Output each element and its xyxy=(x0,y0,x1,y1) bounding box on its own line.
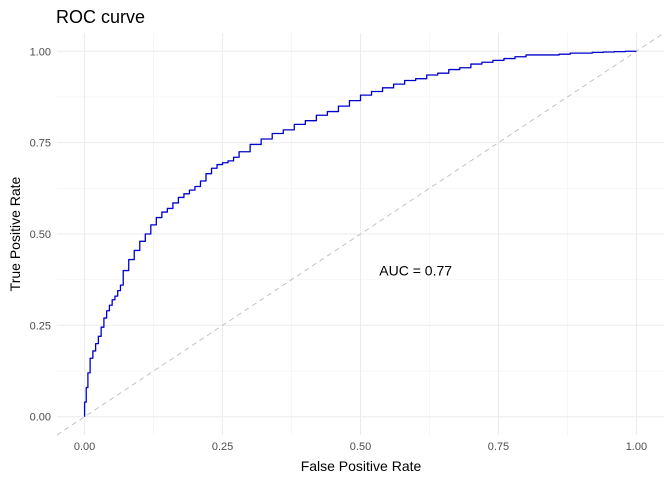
tick-labels: 0.00 0.25 0.50 0.75 1.00 0.00 0.25 0.50 0.75 1.00 xyxy=(30,46,648,453)
y-tick-label: 1.00 xyxy=(30,46,51,58)
random-classifier-line xyxy=(56,32,665,436)
plot-marks xyxy=(56,32,665,436)
x-tick-label: 0.25 xyxy=(212,441,233,453)
x-tick-label: 0.00 xyxy=(74,441,95,453)
y-tick-label: 0.25 xyxy=(30,320,51,332)
roc-curve-line xyxy=(83,50,637,417)
y-tick-label: 0.75 xyxy=(30,138,51,150)
y-tick-label: 0.00 xyxy=(30,412,51,424)
y-axis-title: True Positive Rate xyxy=(7,176,23,291)
y-tick-label: 0.50 xyxy=(30,229,51,241)
x-tick-label: 1.00 xyxy=(626,441,647,453)
chart-title: ROC curve xyxy=(56,7,145,27)
x-tick-label: 0.50 xyxy=(350,441,371,453)
x-tick-label: 0.75 xyxy=(488,441,509,453)
x-axis-title: False Positive Rate xyxy=(301,458,422,474)
auc-annotation: AUC = 0.77 xyxy=(379,263,452,279)
